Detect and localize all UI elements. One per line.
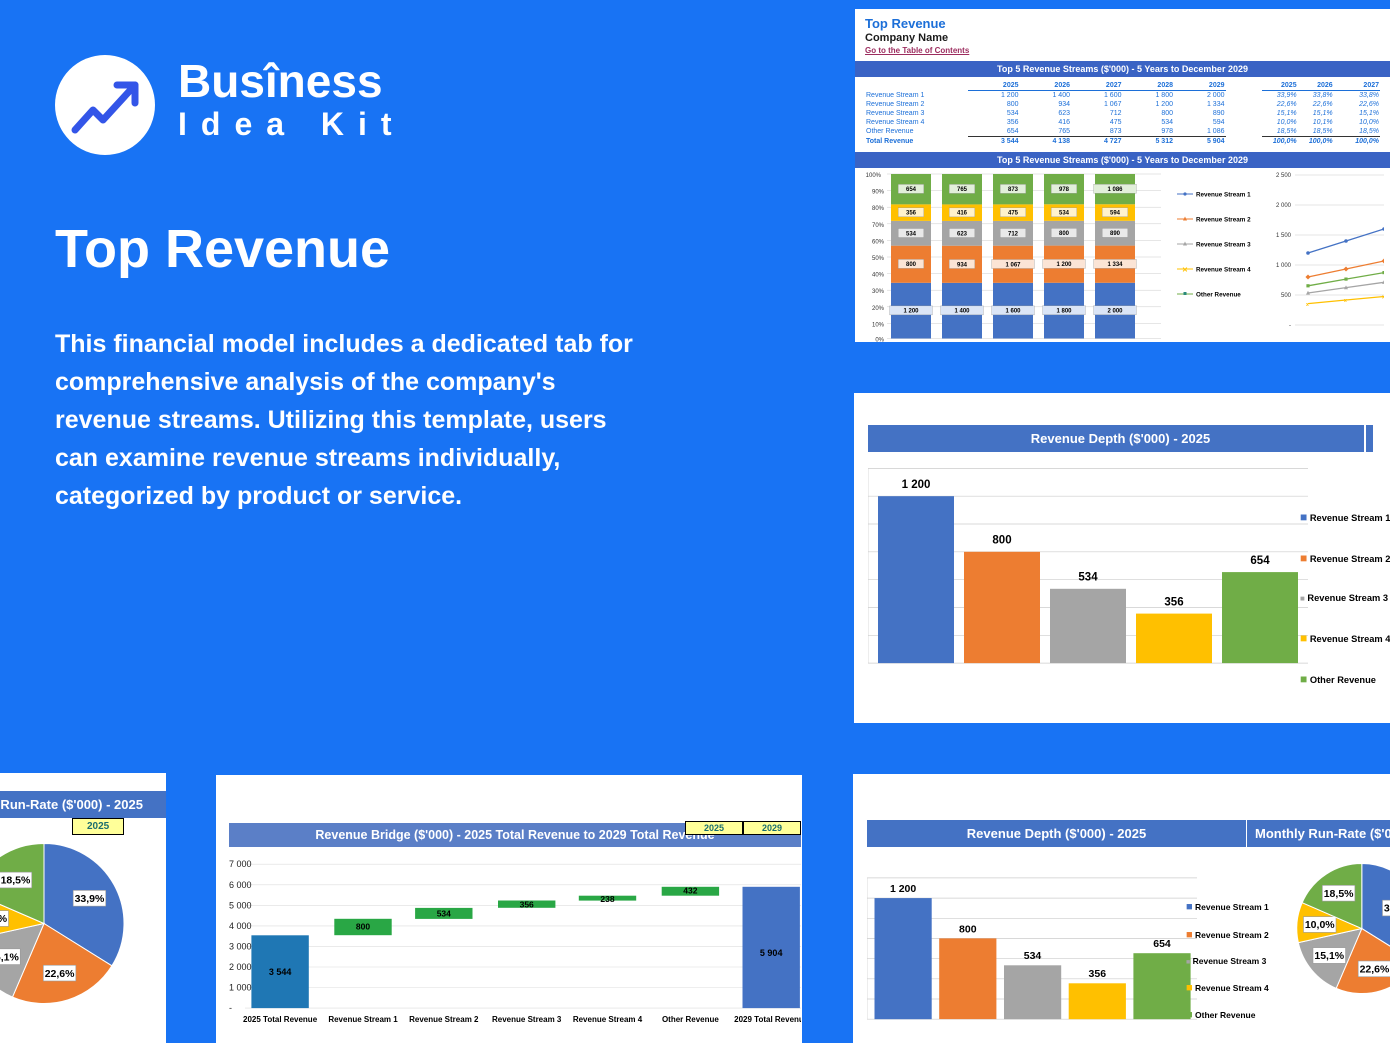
svg-text:Revenue Stream 4: Revenue Stream 4 [573, 1015, 643, 1024]
svg-text:0%: 0% [875, 338, 884, 343]
svg-text:40%: 40% [872, 273, 885, 279]
svg-text:Revenue Stream 3: Revenue Stream 3 [492, 1015, 562, 1024]
svg-text:534: 534 [1059, 211, 1070, 217]
svg-text:765: 765 [957, 187, 968, 193]
svg-text:1 067: 1 067 [1005, 262, 1021, 268]
svg-text:2 000: 2 000 [1276, 203, 1292, 209]
svg-text:10,0%: 10,0% [0, 913, 8, 925]
svg-text:500: 500 [1281, 293, 1292, 299]
svg-text:90%: 90% [872, 190, 885, 196]
svg-text:623: 623 [957, 231, 968, 237]
svg-text:x: x [1306, 302, 1309, 308]
svg-text:50%: 50% [872, 256, 885, 262]
svg-text:7 000: 7 000 [229, 859, 252, 869]
svg-text:2025 Total Revenue: 2025 Total Revenue [243, 1015, 318, 1024]
svg-text:2 500: 2 500 [1276, 173, 1292, 179]
svg-text:1 000: 1 000 [229, 983, 252, 993]
svg-text:20%: 20% [872, 306, 885, 312]
svg-text:800: 800 [959, 923, 977, 935]
svg-text:Revenue Stream 4: Revenue Stream 4 [1196, 267, 1251, 274]
svg-text:x: x [1382, 295, 1384, 301]
svg-text:Revenue Stream 1: Revenue Stream 1 [328, 1015, 398, 1024]
svg-text:22,6%: 22,6% [1360, 964, 1390, 976]
svg-text:534: 534 [437, 909, 451, 919]
svg-text:356: 356 [520, 900, 534, 910]
svg-text:2 000: 2 000 [1107, 309, 1123, 315]
svg-text:4 000: 4 000 [229, 921, 252, 931]
svg-text:416: 416 [957, 211, 968, 217]
svg-text:6 000: 6 000 [229, 880, 252, 890]
svg-text:2029 Total Revenue: 2029 Total Revenue [734, 1015, 801, 1024]
svg-text:1 334: 1 334 [1107, 262, 1123, 268]
svg-text:1 200: 1 200 [902, 479, 931, 491]
svg-text:534: 534 [906, 231, 917, 237]
svg-text:Revenue Stream 2: Revenue Stream 2 [1196, 217, 1251, 224]
svg-text:712: 712 [1008, 231, 1019, 237]
svg-text:1 086: 1 086 [1107, 187, 1123, 193]
svg-text:33,9%: 33,9% [75, 893, 105, 905]
svg-text:22,6%: 22,6% [45, 968, 75, 980]
svg-text:Other Revenue: Other Revenue [1196, 292, 1241, 299]
svg-text:18,5%: 18,5% [1, 875, 31, 887]
svg-text:Revenue Stream 3: Revenue Stream 3 [1196, 242, 1251, 249]
svg-text:2 000: 2 000 [229, 962, 252, 972]
svg-text:800: 800 [906, 262, 917, 268]
svg-text:594: 594 [1110, 211, 1121, 217]
svg-text:60%: 60% [872, 239, 885, 245]
svg-text:70%: 70% [872, 223, 885, 229]
svg-text:x: x [1344, 298, 1347, 304]
svg-text:475: 475 [1008, 211, 1019, 217]
svg-text:432: 432 [683, 885, 697, 895]
svg-text:Other Revenue: Other Revenue [662, 1015, 719, 1024]
svg-text:1 600: 1 600 [1005, 309, 1021, 315]
svg-text:100%: 100% [866, 173, 882, 179]
svg-text:Revenue Stream 2: Revenue Stream 2 [409, 1015, 479, 1024]
svg-text:5 904: 5 904 [760, 948, 783, 958]
svg-text:1 200: 1 200 [1056, 262, 1072, 268]
svg-text:10,0%: 10,0% [1305, 919, 1335, 931]
svg-text:15,1%: 15,1% [1314, 950, 1344, 962]
svg-text:10%: 10% [872, 322, 885, 328]
svg-text:-: - [1289, 323, 1291, 329]
svg-text:30%: 30% [872, 289, 885, 295]
svg-text:238: 238 [600, 894, 614, 904]
svg-text:33,9%: 33,9% [1384, 903, 1390, 915]
svg-text:Revenue Stream 1: Revenue Stream 1 [1196, 192, 1251, 199]
svg-text:534: 534 [1078, 572, 1098, 584]
svg-text:800: 800 [1059, 231, 1070, 237]
svg-text:534: 534 [1024, 950, 1042, 962]
svg-text:5 000: 5 000 [229, 900, 252, 910]
svg-text:356: 356 [1089, 968, 1107, 980]
svg-text:654: 654 [1250, 555, 1270, 567]
svg-text:654: 654 [906, 187, 917, 193]
svg-text:1 400: 1 400 [954, 309, 970, 315]
svg-text:800: 800 [992, 535, 1011, 547]
svg-text:-: - [229, 1003, 232, 1013]
svg-text:934: 934 [957, 262, 968, 268]
svg-text:890: 890 [1110, 231, 1121, 237]
svg-text:3 544: 3 544 [269, 967, 292, 977]
svg-text:356: 356 [906, 211, 917, 217]
svg-text:15,1%: 15,1% [0, 951, 20, 963]
svg-text:1 800: 1 800 [1056, 309, 1072, 315]
svg-text:1 500: 1 500 [1276, 233, 1292, 239]
svg-text:873: 873 [1008, 187, 1019, 193]
svg-text:3 000: 3 000 [229, 941, 252, 951]
svg-text:978: 978 [1059, 187, 1070, 193]
svg-text:1 200: 1 200 [903, 309, 919, 315]
svg-text:1 200: 1 200 [890, 883, 916, 895]
svg-text:654: 654 [1153, 938, 1171, 950]
svg-text:18,5%: 18,5% [1324, 888, 1354, 900]
svg-text:356: 356 [1164, 596, 1183, 608]
svg-text:✕: ✕ [1182, 267, 1188, 274]
svg-text:80%: 80% [872, 206, 885, 212]
svg-text:1 000: 1 000 [1276, 263, 1292, 269]
svg-text:800: 800 [356, 922, 370, 932]
